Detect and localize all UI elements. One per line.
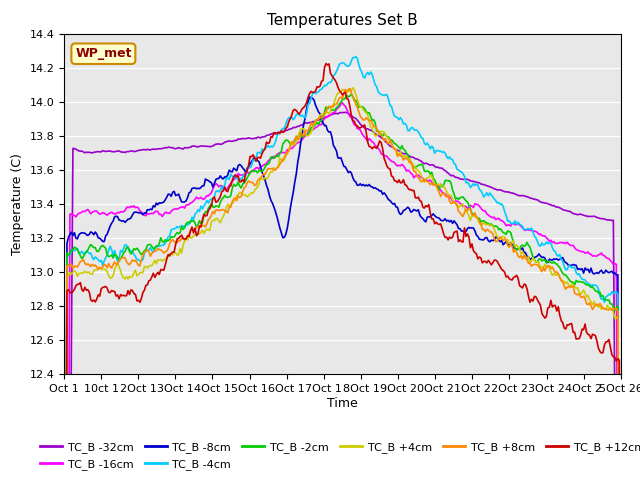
TC_B -4cm: [251, 158, 259, 164]
TC_B -4cm: [352, 54, 360, 60]
Line: TC_B +8cm: TC_B +8cm: [64, 88, 621, 480]
TC_B -32cm: [239, 136, 246, 142]
TC_B +8cm: [251, 182, 259, 188]
TC_B -32cm: [395, 148, 403, 154]
TC_B -16cm: [197, 194, 205, 200]
TC_B -2cm: [395, 144, 403, 150]
Line: TC_B -2cm: TC_B -2cm: [64, 94, 621, 480]
Line: TC_B -4cm: TC_B -4cm: [64, 57, 621, 480]
TC_B -4cm: [239, 175, 246, 180]
TC_B +4cm: [596, 303, 604, 309]
TC_B -8cm: [596, 268, 604, 274]
TC_B +8cm: [339, 96, 346, 102]
Line: TC_B -16cm: TC_B -16cm: [64, 103, 621, 480]
Title: Temperatures Set B: Temperatures Set B: [267, 13, 418, 28]
Line: TC_B +4cm: TC_B +4cm: [64, 88, 621, 480]
TC_B +4cm: [395, 152, 403, 157]
TC_B +8cm: [395, 151, 403, 157]
TC_B -4cm: [596, 293, 604, 299]
Line: TC_B -32cm: TC_B -32cm: [64, 112, 621, 480]
TC_B -16cm: [251, 167, 259, 172]
TC_B +12cm: [239, 177, 246, 182]
TC_B -8cm: [239, 165, 246, 171]
Legend: TC_B -32cm, TC_B -16cm, TC_B -8cm, TC_B -4cm, TC_B -2cm, TC_B +4cm, TC_B +8cm, T: TC_B -32cm, TC_B -16cm, TC_B -8cm, TC_B …: [36, 438, 640, 474]
TC_B -2cm: [339, 96, 346, 102]
TC_B +8cm: [596, 300, 604, 306]
TC_B +12cm: [322, 60, 330, 66]
TC_B +12cm: [251, 155, 259, 161]
TC_B -2cm: [348, 91, 355, 97]
TC_B -16cm: [596, 252, 604, 257]
TC_B -2cm: [596, 289, 604, 295]
TC_B +4cm: [251, 188, 259, 193]
TC_B -32cm: [596, 216, 604, 221]
TC_B +12cm: [395, 177, 403, 183]
TC_B -32cm: [197, 143, 205, 149]
Text: WP_met: WP_met: [75, 47, 132, 60]
TC_B -16cm: [395, 163, 403, 168]
TC_B +4cm: [239, 192, 246, 198]
TC_B -4cm: [339, 60, 346, 65]
TC_B -8cm: [395, 210, 403, 216]
TC_B +8cm: [197, 224, 205, 230]
TC_B +4cm: [339, 86, 346, 92]
TC_B -8cm: [340, 164, 348, 169]
TC_B -16cm: [340, 102, 348, 108]
TC_B -2cm: [251, 168, 259, 174]
TC_B -32cm: [251, 135, 259, 141]
TC_B -8cm: [197, 184, 205, 190]
TC_B -32cm: [339, 109, 346, 115]
TC_B +8cm: [239, 189, 246, 195]
TC_B -8cm: [306, 94, 314, 100]
TC_B -2cm: [197, 221, 205, 227]
TC_B -32cm: [342, 109, 349, 115]
X-axis label: Time: Time: [327, 397, 358, 410]
Line: TC_B -8cm: TC_B -8cm: [64, 97, 621, 480]
TC_B -4cm: [197, 203, 205, 209]
TC_B +8cm: [346, 85, 354, 91]
TC_B -16cm: [339, 100, 346, 106]
TC_B +12cm: [340, 90, 348, 96]
Y-axis label: Temperature (C): Temperature (C): [11, 153, 24, 255]
TC_B -8cm: [251, 155, 259, 161]
TC_B -2cm: [239, 181, 246, 187]
TC_B +12cm: [197, 224, 205, 229]
TC_B +4cm: [197, 229, 205, 235]
TC_B +12cm: [596, 348, 604, 354]
TC_B -4cm: [395, 117, 403, 122]
TC_B +4cm: [349, 85, 356, 91]
Line: TC_B +12cm: TC_B +12cm: [64, 63, 621, 480]
TC_B -16cm: [239, 172, 246, 178]
